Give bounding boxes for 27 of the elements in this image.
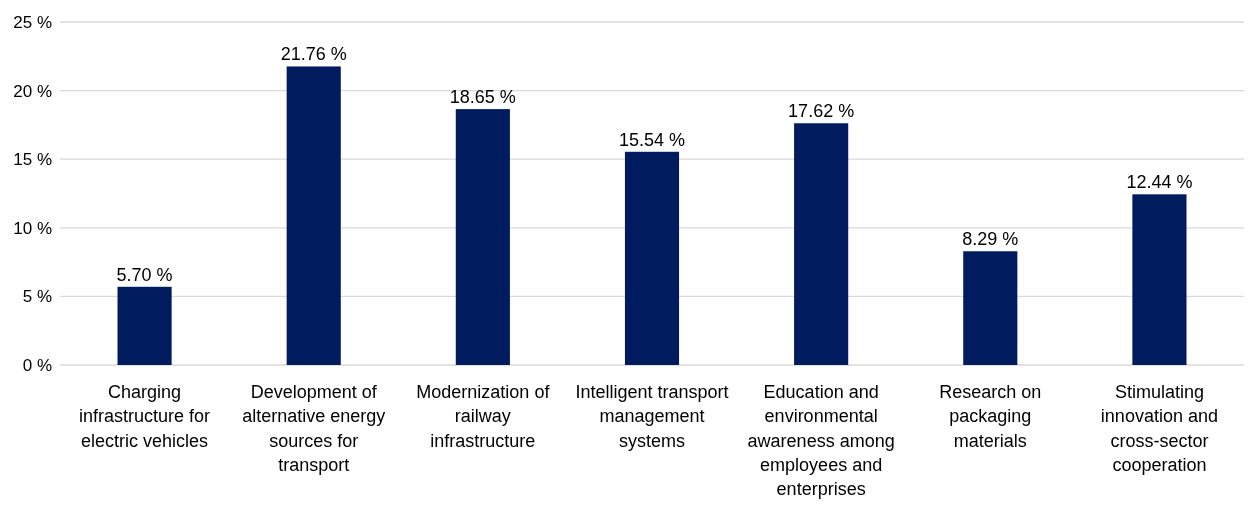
y-tick-label: 20 %	[13, 81, 52, 101]
data-label: 21.76 %	[280, 44, 347, 65]
data-label: 18.65 %	[449, 87, 516, 108]
bar	[1132, 194, 1187, 365]
x-tick-label: Research on packaging materials	[939, 382, 1042, 451]
bar	[963, 251, 1018, 365]
data-label: 12.44 %	[1126, 172, 1193, 193]
x-tick-label: Education and environmental awareness among employees and enterprises	[747, 382, 895, 500]
data-label: 8.29 %	[962, 229, 1019, 250]
bar	[286, 66, 341, 365]
bar	[624, 151, 680, 365]
y-tick-label: 10 %	[13, 218, 52, 238]
y-tick-label: 15 %	[13, 150, 52, 170]
bar	[794, 123, 849, 365]
x-tick-label: Development of alternative energy sources for transport	[242, 382, 386, 475]
y-tick-label: 0 %	[22, 355, 52, 375]
bar	[455, 109, 510, 365]
y-tick-label: 5 %	[22, 287, 52, 307]
bar	[117, 286, 172, 365]
x-tick-label: Charging infrastructure for electric vehicles	[79, 382, 211, 451]
data-label: 5.70 %	[116, 264, 173, 285]
y-tick-label: 25 %	[13, 12, 52, 32]
data-label: 15.54 %	[618, 129, 686, 150]
data-label: 17.62 %	[788, 101, 855, 122]
x-tick-label: Intelligent transport management systems	[575, 382, 729, 451]
x-tick-label: Stimulating innovation and cross-sector cooperation	[1100, 382, 1218, 475]
x-tick-label: Modernization of railway infrastructure	[416, 382, 551, 451]
